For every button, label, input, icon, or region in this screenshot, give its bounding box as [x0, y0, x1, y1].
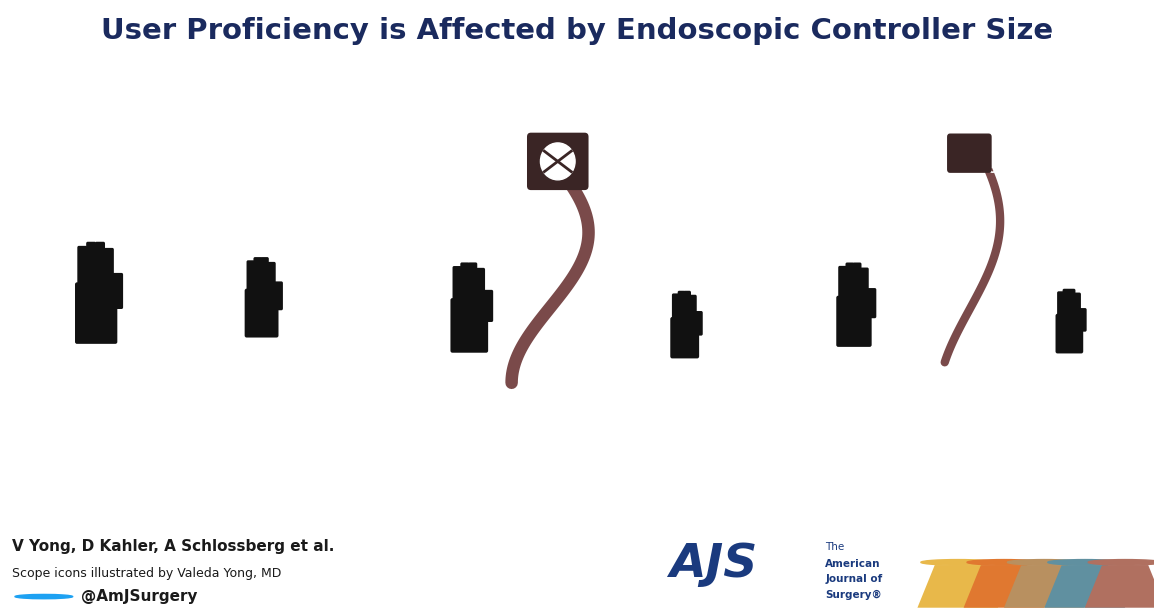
Text: 68.7 sec: 68.7 sec [1041, 411, 1097, 425]
Text: No difference in speed or hand fatigue
between glove size groups with the
smalle: No difference in speed or hand fatigue b… [822, 129, 1102, 176]
FancyBboxPatch shape [95, 242, 105, 288]
Circle shape [545, 76, 586, 78]
Text: Journal of: Journal of [825, 574, 883, 584]
Text: 124 sec: 124 sec [428, 411, 480, 425]
FancyBboxPatch shape [112, 273, 123, 309]
Circle shape [504, 76, 546, 78]
Polygon shape [1004, 565, 1085, 608]
FancyBboxPatch shape [475, 268, 485, 304]
FancyBboxPatch shape [1056, 314, 1084, 354]
FancyBboxPatch shape [245, 289, 278, 338]
Bar [373, 116, 389, 526]
Text: The: The [825, 542, 845, 552]
FancyBboxPatch shape [87, 242, 96, 288]
FancyBboxPatch shape [254, 257, 262, 294]
FancyBboxPatch shape [273, 282, 283, 310]
FancyBboxPatch shape [837, 296, 871, 347]
FancyBboxPatch shape [452, 266, 462, 304]
Text: 165 sec: 165 sec [659, 411, 711, 425]
FancyBboxPatch shape [247, 260, 255, 294]
Text: AJS: AJS [669, 542, 757, 588]
FancyBboxPatch shape [1073, 293, 1081, 319]
Text: 60.9 sec: 60.9 sec [818, 411, 875, 425]
FancyBboxPatch shape [670, 317, 699, 359]
Text: p = 0.61: p = 0.61 [931, 473, 991, 487]
FancyBboxPatch shape [689, 295, 697, 322]
FancyBboxPatch shape [77, 246, 88, 288]
Polygon shape [964, 565, 1044, 608]
FancyBboxPatch shape [460, 263, 470, 304]
Text: Scope icons illustrated by Valeda Yong, MD: Scope icons illustrated by Valeda Yong, … [12, 567, 280, 580]
FancyBboxPatch shape [838, 266, 847, 301]
FancyBboxPatch shape [450, 298, 488, 353]
Text: ≥7.5: ≥7.5 [80, 416, 113, 430]
FancyBboxPatch shape [104, 248, 114, 288]
FancyBboxPatch shape [75, 282, 118, 344]
Polygon shape [1085, 565, 1154, 608]
Text: Smaller glove sizes had
better baseline dexterity
measures: Smaller glove sizes had better baseline … [95, 129, 291, 179]
FancyBboxPatch shape [860, 267, 869, 301]
Text: V Yong, D Kahler, A Schlossberg et al.: V Yong, D Kahler, A Schlossberg et al. [12, 539, 334, 554]
FancyBboxPatch shape [1078, 308, 1087, 332]
Text: p = 0.01: p = 0.01 [547, 473, 607, 487]
Text: @AmJSurgery: @AmJSurgery [81, 589, 197, 604]
FancyBboxPatch shape [268, 262, 276, 294]
Circle shape [921, 559, 995, 565]
FancyBboxPatch shape [1069, 289, 1076, 319]
Polygon shape [1044, 565, 1125, 608]
Circle shape [1088, 559, 1154, 565]
Circle shape [1007, 559, 1081, 565]
Circle shape [1048, 559, 1122, 565]
FancyBboxPatch shape [672, 293, 680, 322]
Text: American: American [825, 559, 881, 569]
Circle shape [540, 143, 575, 180]
FancyBboxPatch shape [677, 291, 685, 322]
FancyBboxPatch shape [261, 257, 269, 294]
FancyBboxPatch shape [683, 291, 691, 322]
FancyBboxPatch shape [482, 290, 493, 322]
Text: 54 endoscopically naïve participants: 54 endoscopically naïve participants [623, 80, 927, 98]
Circle shape [464, 76, 505, 78]
Text: <7.5: <7.5 [245, 416, 278, 430]
Bar [758, 116, 773, 526]
Text: p = 0.04: p = 0.04 [163, 469, 223, 483]
FancyBboxPatch shape [846, 263, 854, 301]
FancyBboxPatch shape [853, 263, 862, 301]
FancyBboxPatch shape [469, 263, 478, 304]
FancyBboxPatch shape [695, 311, 703, 335]
Text: (mean completion time*): (mean completion time*) [507, 436, 647, 446]
Text: Surgery®: Surgery® [825, 590, 882, 600]
Text: (mean completion time*): (mean completion time*) [891, 436, 1032, 446]
Polygon shape [917, 565, 998, 608]
Text: User Proficiency is Affected by Endoscopic Controller Size: User Proficiency is Affected by Endoscop… [100, 17, 1054, 45]
FancyBboxPatch shape [1063, 289, 1070, 319]
FancyBboxPatch shape [867, 288, 876, 318]
FancyBboxPatch shape [527, 133, 589, 190]
Circle shape [967, 559, 1041, 565]
FancyBboxPatch shape [1057, 291, 1064, 319]
FancyBboxPatch shape [947, 133, 991, 173]
Circle shape [15, 594, 73, 599]
Text: *Values are adjusted with a 2-second penalty for each wall contact to standardiz: *Values are adjusted with a 2-second pen… [531, 504, 1009, 515]
Text: Smaller glove sizes were slower with
the larger-handled endoscope and
reported m: Smaller glove sizes were slower with the… [443, 129, 711, 176]
